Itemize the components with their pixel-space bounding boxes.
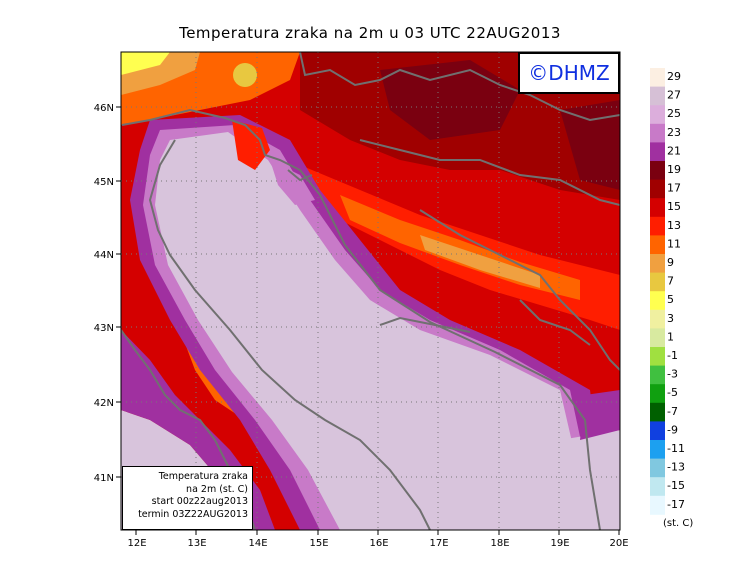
legend-label: 17 [667,182,681,195]
legend-label: 27 [667,89,681,102]
legend-swatch [650,440,665,459]
legend-label: -9 [667,423,678,436]
axis-ticks [116,106,620,535]
legend-label: 19 [667,163,681,176]
legend-swatch [650,254,665,273]
alps-spot [233,63,257,87]
info-line: Temperatura zraka [158,471,248,482]
info-line: termin 03Z22AUG2013 [138,508,248,520]
legend-swatch [650,216,665,236]
copyright-badge: ©DHMZ [518,52,620,94]
info-box: Temperatura zraka na 2m (st. C) start 00… [122,466,253,530]
legend-swatch [650,142,665,162]
lat-label: 43N [94,323,114,334]
lon-label: 13E [187,538,206,549]
legend-labels: 29 27 25 23 21 19 17 15 13 11 9 7 5 3 1 -1 -3 -5 -7 -9 -11 -1… [667,70,685,511]
legend-label: 15 [667,200,681,213]
legend-label: -11 [667,442,685,455]
legend-swatch [650,123,665,143]
ionian-coast [580,390,620,440]
legend-label: 1 [667,330,674,343]
legend-swatch [650,161,665,180]
lat-label: 46N [94,103,114,114]
legend-label: 23 [667,126,681,139]
legend-label: 3 [667,312,674,325]
krk-island [287,169,313,182]
map-title: Temperatura zraka na 2m u 03 UTC 22AUG20… [179,24,561,42]
lon-label: 20E [609,538,628,549]
legend-label: 11 [667,237,681,250]
gridlines [121,52,620,530]
legend-label: 29 [667,70,681,83]
northern-border [299,52,620,122]
ionian-sea [560,430,620,530]
legend-unit: (st. C) [663,518,694,529]
legend-swatch [650,328,665,348]
legend-swatch [650,384,665,404]
legend-swatch [650,68,665,87]
alps-yellow [121,52,170,75]
legend-swatch [650,477,665,497]
legend-label: 21 [667,144,681,157]
lon-label: 19E [550,538,569,549]
legend-label: -3 [667,368,678,381]
info-line: na 2m (st. C) [186,483,248,495]
bosnia-border [419,209,620,371]
lon-label: 14E [248,538,267,549]
map-frame [120,51,621,531]
legend-label: -7 [667,405,678,418]
legend-label: -15 [667,479,685,492]
legend-swatch [650,309,665,329]
latitude-labels: 46N 45N 44N 43N 42N 41N [94,103,114,484]
legend-label: -17 [667,498,685,511]
pannonian-maroon [380,60,520,140]
longitude-labels: 12E 13E 14E 15E 16E 17E 18E 19E 20E [127,538,628,549]
legend-swatch [650,291,665,311]
istria [232,120,270,170]
adriatic-sea [155,132,575,530]
legend-swatch [650,235,665,255]
montenegro-border [519,299,591,346]
legend-label: 13 [667,219,681,232]
lon-label: 15E [309,538,328,549]
legend-swatch [650,105,665,125]
east-maroon [560,100,620,190]
legend-label: -5 [667,386,678,399]
lat-label: 45N [94,177,114,188]
lon-label: 18E [490,538,509,549]
legend-swatch [650,86,665,106]
legend-swatch [650,421,665,441]
sava-border [359,139,620,206]
temperature-field [121,52,620,530]
legend-swatch [650,272,665,292]
legend-label: 25 [667,107,681,120]
legend-swatch [650,365,665,385]
island-outline [379,316,471,333]
legend-label: 5 [667,293,674,306]
legend-label: -13 [667,461,685,474]
lat-label: 44N [94,250,114,261]
legend-swatch [650,347,665,366]
lon-label: 16E [369,538,388,549]
legend-swatch [650,179,665,199]
italian-adriatic-coastline [148,139,431,530]
info-line: start 00z22aug2013 [151,496,248,507]
legend-label: 9 [667,256,674,269]
lat-label: 41N [94,473,114,484]
dinaric-amber [420,235,540,288]
east-adriatic-coastline [121,108,601,530]
kvarner [270,160,315,205]
legend-swatch [650,198,665,218]
legend-label: 7 [667,275,674,288]
lat-label: 42N [94,398,114,409]
lon-label: 12E [127,538,146,549]
legend-swatch [650,458,665,478]
lon-label: 17E [429,538,448,549]
legend-swatch [650,495,665,515]
legend-label: -1 [667,349,678,362]
legend-colorbar [650,68,665,515]
legend-swatch [650,402,665,422]
